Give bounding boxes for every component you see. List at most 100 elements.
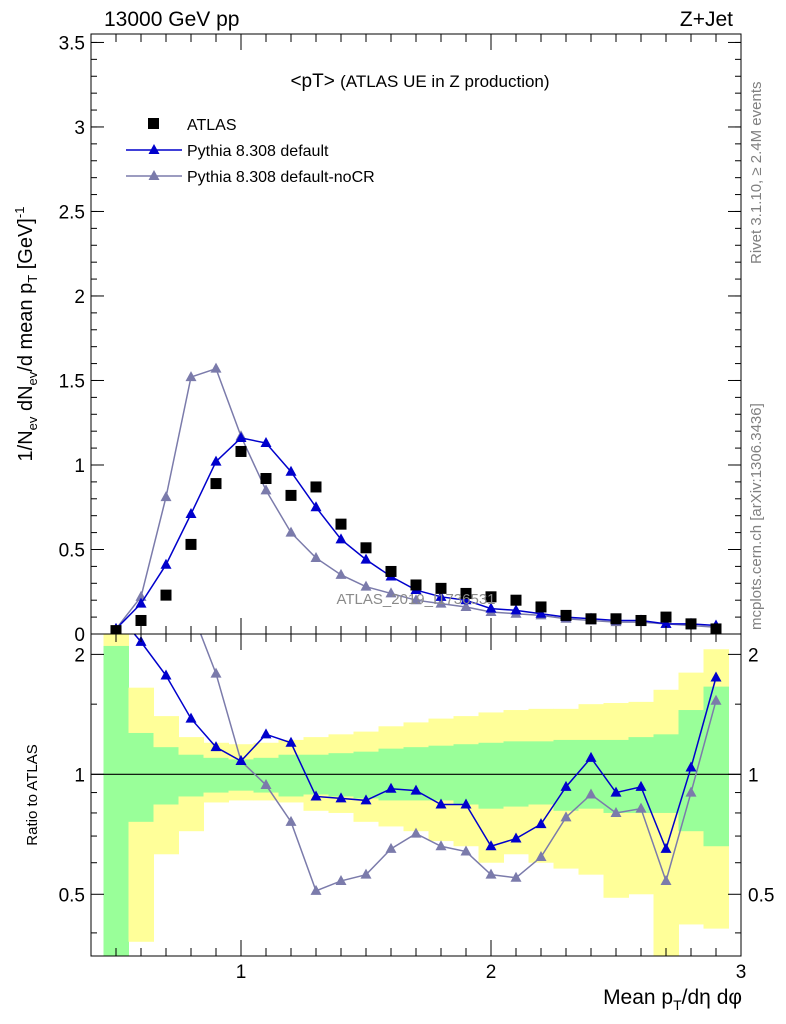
ratio-point-default: [360, 794, 372, 805]
legend: ATLAS Pythia 8.308 default Pythia 8.308 …: [126, 117, 375, 186]
data-point-atlas: [585, 613, 597, 625]
ratio-point-nocr: [460, 845, 472, 856]
data-point-default: [135, 597, 147, 608]
ratio-point-default: [310, 790, 322, 801]
main-y-tick-label: 3: [74, 118, 85, 139]
data-point-nocr: [185, 371, 197, 382]
side-text-rivet: Rivet 3.1.10, ≥ 2.4M events: [748, 82, 765, 265]
band-inner-bin: [103, 645, 129, 956]
band-inner-bin: [428, 745, 454, 801]
data-point-atlas: [360, 542, 372, 554]
ratio-point-default: [210, 741, 222, 752]
ratio-y-tick-label-right: 1: [748, 765, 759, 786]
data-point-nocr: [210, 362, 222, 373]
data-point-default: [435, 590, 447, 601]
main-y-tick-label: 2: [74, 287, 85, 308]
ratio-point-nocr: [635, 802, 647, 813]
data-point-nocr: [310, 551, 322, 562]
data-point-nocr: [385, 587, 397, 598]
ratio-series: [111, 603, 722, 895]
data-point-atlas: [160, 589, 172, 601]
data-point-atlas: [310, 481, 322, 493]
legend-label-nocr: Pythia 8.308 default-noCR: [187, 169, 375, 186]
data-point-atlas: [510, 594, 522, 606]
ratio-point-nocr: [186, 603, 197, 613]
data-point-default: [285, 465, 297, 476]
band-inner-bin: [203, 757, 229, 793]
data-point-atlas: [260, 473, 272, 485]
data-point-nocr: [335, 568, 347, 579]
data-point-atlas: [335, 518, 347, 530]
data-point-nocr: [285, 526, 297, 537]
data-point-atlas: [560, 609, 572, 621]
ratio-point-default: [485, 840, 497, 851]
x-tick-label: 1: [236, 962, 247, 983]
x-tick-label: 3: [736, 962, 747, 983]
main-y-tick-label: 0: [74, 625, 85, 646]
ratio-point-default: [660, 842, 672, 853]
data-point-nocr: [260, 484, 272, 495]
band-inner-bin: [128, 732, 154, 822]
ratio-point-default: [335, 792, 347, 803]
ratio-point-nocr: [610, 806, 622, 817]
data-point-nocr: [160, 491, 172, 502]
data-point-atlas: [485, 591, 497, 603]
data-point-atlas: [660, 611, 672, 623]
data-point-atlas: [535, 601, 547, 613]
data-point-default: [310, 501, 322, 512]
main-series: [110, 362, 722, 634]
legend-marker-default: [148, 144, 160, 154]
ratio-point-nocr: [161, 603, 172, 613]
data-point-nocr: [460, 600, 472, 611]
main-y-tick-label: 1: [74, 456, 85, 477]
side-text-mcplots: mcplots.cern.ch [arXiv:1306.3436]: [748, 403, 765, 630]
band-inner-bin: [478, 742, 504, 809]
data-point-default: [160, 558, 172, 569]
ratio-point-default: [285, 736, 297, 747]
ratio-point-nocr: [535, 851, 547, 862]
band-outer-bin: [653, 689, 679, 956]
data-point-default: [360, 553, 372, 564]
data-point-atlas: [635, 614, 647, 626]
header-process: Z+Jet: [680, 8, 733, 31]
data-point-default: [185, 508, 197, 518]
data-point-atlas: [610, 613, 622, 625]
band-inner-bin: [653, 734, 679, 813]
ratio-point-nocr: [485, 868, 497, 879]
ratio-point-nocr: [111, 603, 122, 613]
data-point-atlas: [135, 614, 147, 626]
x-axis-title: Mean pT/dη dφ: [603, 986, 742, 1013]
main-y-tick-label: 3.5: [59, 33, 85, 54]
main-y-tick-label: 2.5: [59, 202, 85, 223]
ratio-point-default: [585, 751, 597, 762]
header-energy: 13000 GeV pp: [104, 8, 239, 31]
ratio-point-nocr: [285, 815, 297, 826]
x-tick-label: 2: [486, 962, 497, 983]
ratio-point-default: [535, 818, 547, 829]
band-inner-bin: [528, 741, 554, 805]
ratio-y-tick-label-right: 2: [748, 645, 759, 666]
band-inner-bin: [153, 747, 179, 805]
ratio-y-tick-label: 0.5: [59, 885, 85, 906]
data-point-default: [660, 617, 672, 628]
ratio-point-default: [510, 832, 522, 843]
ratio-point-default: [410, 784, 422, 795]
ratio-point-default: [260, 728, 272, 739]
legend-label-default: Pythia 8.308 default: [187, 143, 329, 160]
legend-marker-nocr: [148, 170, 160, 180]
main-axes: 0 0.5 1 1.5 2 2.5 3 3.5: [59, 33, 741, 646]
data-point-default: [335, 533, 347, 544]
ratio-point-nocr: [385, 842, 397, 853]
data-point-default: [235, 431, 247, 442]
ratio-point-nocr: [360, 868, 372, 879]
data-point-default: [460, 594, 472, 605]
data-point-atlas: [435, 582, 447, 594]
band-inner-bin: [628, 737, 654, 813]
data-point-atlas: [410, 579, 422, 591]
ratio-point-nocr: [310, 884, 322, 895]
band-inner-bin: [703, 686, 729, 847]
data-point-atlas: [685, 618, 697, 630]
ratio-point-default: [610, 786, 622, 797]
main-title: <pT> (ATLAS UE in Z production): [290, 71, 549, 92]
